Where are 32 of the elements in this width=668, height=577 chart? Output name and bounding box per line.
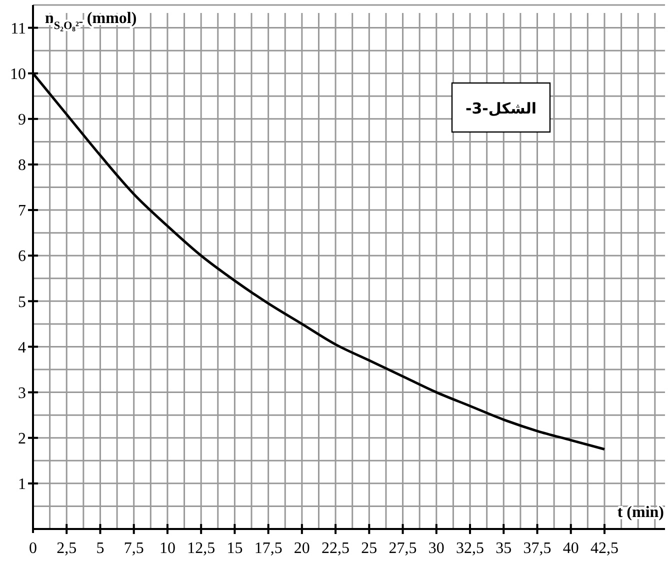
x-tick-label: 32,5	[456, 540, 484, 557]
y-tick-label: 10	[10, 66, 26, 83]
y-tick-label: 6	[18, 248, 26, 266]
x-tick-label: 42,5	[590, 540, 618, 557]
y-tick-label: 2	[18, 430, 26, 448]
y-tick-label: 4	[18, 339, 26, 356]
x-axis-title: t (min)	[617, 504, 664, 521]
x-tick-label: 27,5	[388, 540, 417, 557]
x-tick-label: 10	[159, 540, 176, 557]
x-tick-label: 30	[428, 540, 444, 557]
y-tick-label: 3	[18, 384, 26, 402]
x-tick-label: 0	[29, 540, 37, 557]
y-tick-label: 7	[18, 202, 26, 220]
x-tick-label: 20	[294, 540, 310, 557]
x-tick-label: 17,5	[254, 540, 282, 557]
x-tick-label: 40	[562, 540, 579, 557]
y-tick-label: 5	[18, 294, 26, 311]
x-tick-label: 15	[226, 540, 243, 557]
y-axis-title: n$_{S₂O₈²⁻}$ (mmol)	[45, 10, 137, 32]
y-tick-label: 8	[18, 157, 26, 174]
x-tick-label: 22,5	[322, 540, 350, 557]
x-tick-label: 25	[361, 540, 378, 557]
x-tick-label: 12,5	[187, 540, 216, 557]
annotation: الشكل-3-	[465, 99, 537, 118]
x-tick-label: 37,5	[523, 540, 552, 557]
y-tick-label: 1	[18, 476, 26, 494]
x-tick-label: 7,5	[124, 540, 144, 557]
y-tick-label: 9	[18, 112, 26, 129]
x-tick-label: 2,5	[56, 540, 77, 557]
y-tick-label: 11	[10, 20, 26, 38]
x-tick-label: 5	[96, 540, 104, 557]
x-tick-label: 35	[496, 540, 512, 557]
